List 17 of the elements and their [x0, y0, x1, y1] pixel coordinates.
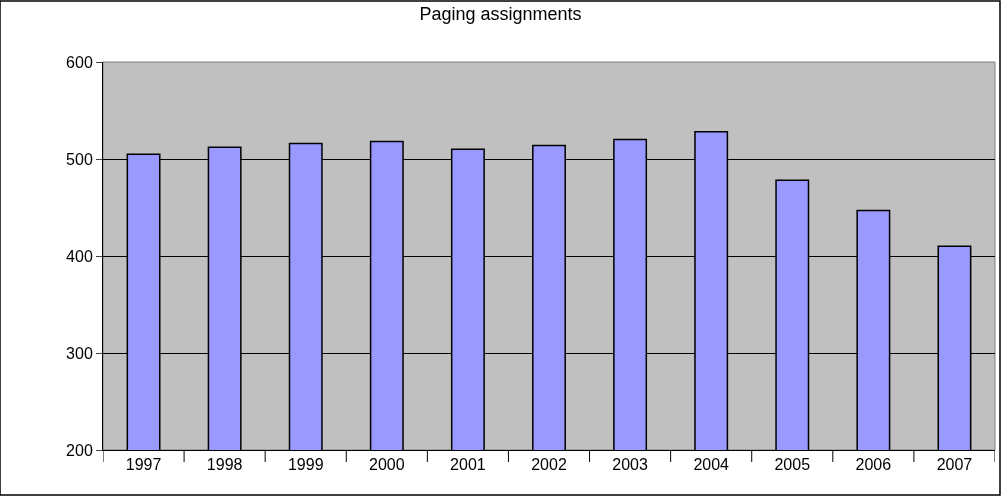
x-tick-label: 1998	[206, 456, 243, 474]
y-tick-label: 400	[66, 247, 93, 265]
x-tick-label: 2000	[369, 456, 405, 474]
x-tick-label: 2003	[612, 456, 648, 474]
x-tick-label: 2002	[531, 456, 567, 474]
x-tick-label: 2006	[855, 456, 892, 474]
y-tick-label: 300	[66, 344, 93, 362]
y-tick-label: 200	[66, 441, 93, 459]
y-tick-label: 600	[66, 53, 93, 71]
x-tick-label: 2004	[693, 456, 730, 474]
x-tick-label: 1997	[125, 456, 162, 474]
x-tick-label: 2005	[774, 456, 811, 474]
x-tick-label: 2007	[936, 456, 973, 474]
x-tick-label: 1999	[287, 456, 324, 474]
x-tick-label: 2001	[450, 456, 486, 474]
y-tick-label: 500	[66, 150, 93, 168]
chart-title: Paging assignments	[419, 4, 582, 25]
